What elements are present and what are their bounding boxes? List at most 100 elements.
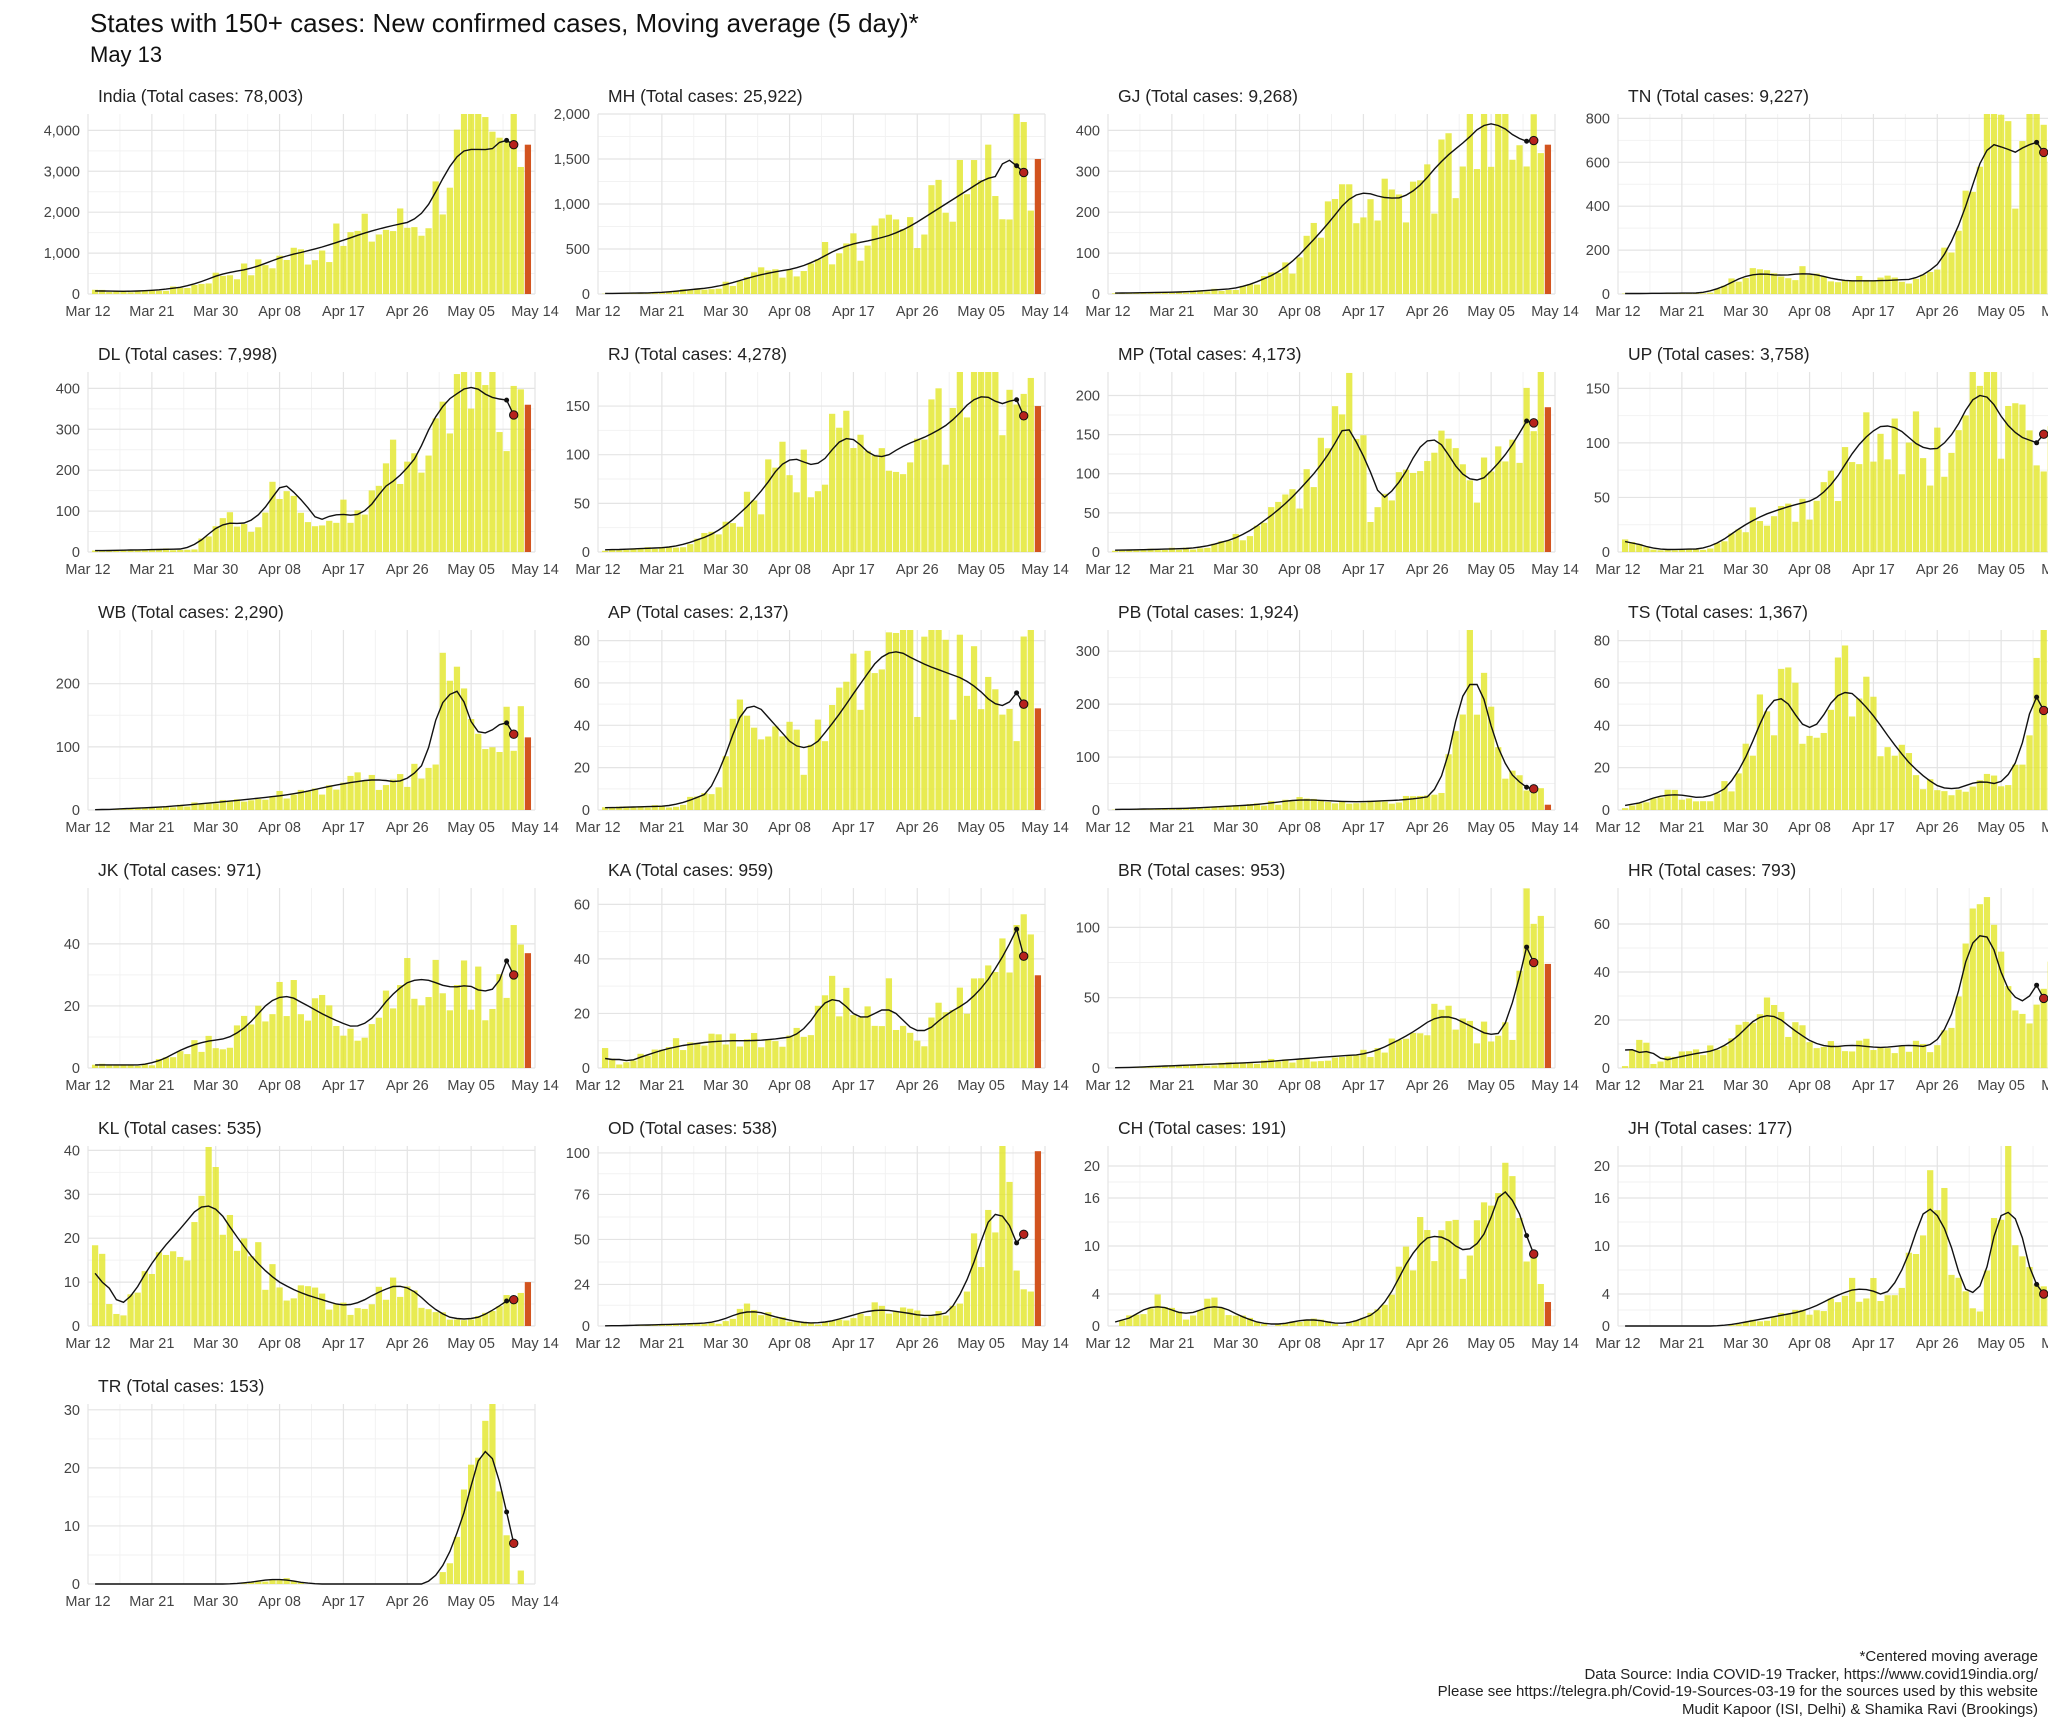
- chart-panel-up: Mar 12 Mar 21 Mar 30 Apr 08 Apr 17 Apr 26 May …: [1530, 338, 2048, 596]
- y-tick-label: 40: [574, 718, 590, 734]
- bar: [992, 372, 999, 552]
- bar: [226, 512, 234, 552]
- y-tick-label: 0: [582, 803, 590, 819]
- bar: [1275, 501, 1282, 552]
- bar: [1714, 288, 1721, 294]
- bar: [361, 514, 368, 552]
- bar: [1692, 549, 1700, 552]
- x-tick-label: Mar 12: [575, 562, 620, 578]
- bar: [999, 938, 1006, 1068]
- bar: [2012, 208, 2019, 294]
- bar: [368, 490, 375, 552]
- bar-latest: [1544, 1302, 1552, 1326]
- x-tick-label: Mar 30: [1213, 562, 1258, 578]
- bar: [1006, 389, 1013, 552]
- x-tick-label: Mar 21: [639, 304, 684, 320]
- x-tick-label: May 14: [511, 1594, 559, 1610]
- bar: [255, 1005, 262, 1068]
- bar: [708, 1033, 715, 1068]
- bar: [1232, 533, 1239, 552]
- bar: [1502, 1162, 1509, 1326]
- x-tick-label: Mar 30: [193, 1594, 238, 1610]
- moving-average-last-point: [1019, 1229, 1029, 1239]
- x-tick-label: Apr 26: [386, 1594, 429, 1610]
- bar: [503, 706, 510, 810]
- bar: [999, 435, 1006, 552]
- bar: [1360, 1049, 1367, 1068]
- bar: [1367, 1056, 1374, 1068]
- bar: [489, 131, 496, 294]
- bar: [672, 291, 680, 294]
- bar: [1806, 1042, 1813, 1068]
- x-tick-label: Mar 12: [65, 1594, 110, 1610]
- x-tick-label: May 14: [1021, 304, 1069, 320]
- panel-title: GJ (Total cases: 9,268): [1118, 86, 1298, 106]
- bar: [276, 498, 283, 552]
- bar: [425, 455, 432, 552]
- panel-title: JH (Total cases: 177): [1628, 1118, 1792, 1138]
- x-tick-label: May 05: [447, 820, 495, 836]
- x-tick-label: Mar 30: [703, 304, 748, 320]
- y-tick-label: 16: [1594, 1191, 1610, 1207]
- bar: [942, 639, 949, 810]
- bar: [155, 290, 163, 294]
- bar: [297, 1285, 304, 1326]
- bar: [297, 249, 304, 294]
- bar: [708, 289, 715, 294]
- y-tick-label: 30: [64, 1187, 80, 1203]
- bar: [871, 673, 878, 810]
- bar: [1381, 801, 1388, 810]
- moving-average-prev-point: [504, 1298, 510, 1304]
- bar: [1877, 433, 1884, 552]
- bar: [446, 1010, 453, 1068]
- bar: [290, 495, 297, 552]
- bar: [1303, 469, 1310, 552]
- x-tick-label: May 14: [2041, 304, 2048, 320]
- bar: [496, 137, 503, 294]
- y-tick-label: 20: [1594, 1013, 1610, 1029]
- moving-average-last-point: [509, 139, 519, 150]
- bar: [340, 499, 347, 552]
- bar: [1013, 924, 1020, 1068]
- moving-average-last-point: [2039, 993, 2048, 1004]
- bar: [907, 1032, 914, 1068]
- y-tick-label: 50: [574, 1232, 590, 1248]
- moving-average-line: [1114, 1191, 1535, 1325]
- panel-title: TS (Total cases: 1,367): [1628, 602, 1808, 622]
- bar: [1445, 1221, 1452, 1326]
- panel-title: BR (Total cases: 953): [1118, 860, 1285, 880]
- bar: [1204, 1065, 1211, 1068]
- panel-title: RJ (Total cases: 4,278): [608, 344, 787, 364]
- bar: [1721, 285, 1728, 294]
- bar: [1324, 201, 1332, 294]
- bar: [1409, 181, 1417, 294]
- moving-average-line: [1624, 394, 2045, 551]
- bar: [1962, 943, 1969, 1068]
- y-tick-label: 10: [64, 1519, 80, 1535]
- y-tick-label: 0: [1092, 1319, 1100, 1335]
- bar: [2005, 405, 2012, 552]
- bar: [1728, 533, 1735, 552]
- moving-average-line: [605, 396, 1025, 551]
- bar: [928, 1315, 935, 1326]
- bar: [1424, 1035, 1431, 1068]
- bar: [928, 185, 935, 294]
- bar: [1431, 1003, 1438, 1068]
- bar: [432, 181, 439, 294]
- bar: [1927, 485, 1934, 552]
- bar: [1317, 237, 1324, 294]
- bar: [1870, 461, 1877, 552]
- bar: [1898, 1287, 1905, 1326]
- bar: [460, 688, 468, 810]
- bar: [1934, 790, 1941, 810]
- bar: [155, 548, 163, 552]
- bar-latest: [524, 1282, 532, 1326]
- bar: [1955, 430, 1962, 552]
- bar: [956, 987, 963, 1068]
- bar: [368, 1304, 375, 1326]
- bar: [701, 1045, 708, 1068]
- bar: [1353, 438, 1360, 552]
- bar: [651, 548, 658, 552]
- bar: [262, 512, 269, 552]
- bar: [106, 1064, 113, 1068]
